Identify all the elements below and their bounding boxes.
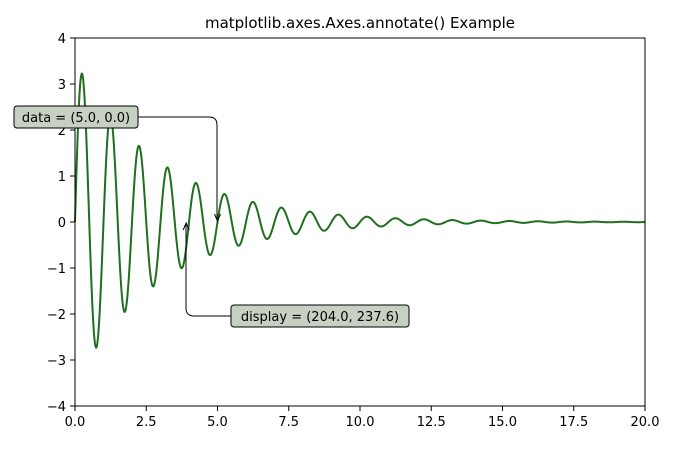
y-tick-label: 1 bbox=[58, 170, 66, 185]
annotation-arrowhead bbox=[214, 213, 221, 223]
annotation-arrow bbox=[138, 116, 218, 219]
annotation-display-text: display = (204.0, 237.6) bbox=[241, 310, 399, 325]
y-tick-label: 0 bbox=[58, 216, 66, 231]
x-tick-label: 17.5 bbox=[559, 415, 588, 430]
y-tick-label: 3 bbox=[58, 78, 66, 93]
y-tick-label: −1 bbox=[47, 262, 66, 277]
x-tick-label: 5.0 bbox=[207, 415, 228, 430]
series-line bbox=[74, 72, 646, 349]
x-tick-label: 2.5 bbox=[136, 415, 157, 430]
y-tick-label: −4 bbox=[47, 400, 66, 415]
x-tick-label: 7.5 bbox=[278, 415, 299, 430]
x-tick-label: 12.5 bbox=[417, 415, 446, 430]
y-tick-label: 2 bbox=[58, 124, 66, 139]
x-tick-label: 0.0 bbox=[65, 415, 86, 430]
x-tick-label: 10.0 bbox=[346, 415, 375, 430]
y-tick-label: 4 bbox=[58, 32, 66, 47]
y-tick-label: −2 bbox=[47, 308, 66, 323]
annotation-box bbox=[230, 304, 410, 328]
x-tick-label: 15.0 bbox=[488, 415, 517, 430]
chart-title: matplotlib.axes.Axes.annotate() Example bbox=[205, 14, 515, 32]
annotation-box bbox=[13, 105, 139, 129]
annotation-arrow bbox=[185, 225, 231, 317]
annotation-data-text: data = (5.0, 0.0) bbox=[22, 111, 130, 126]
y-tick-label: −3 bbox=[47, 354, 66, 369]
x-tick-label: 20.0 bbox=[631, 415, 660, 430]
annotation-arrowhead bbox=[182, 221, 190, 231]
